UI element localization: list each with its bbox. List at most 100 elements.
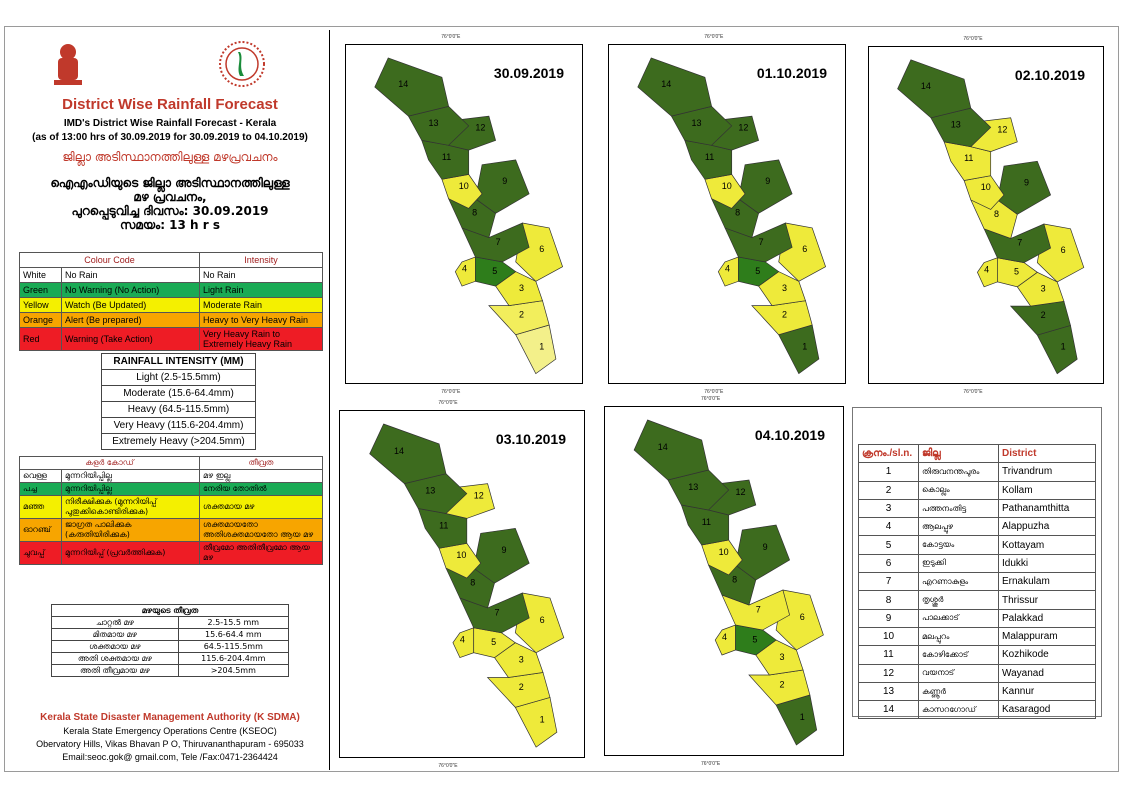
district-label: 11 [702,517,711,527]
map-coord-top: 76°0'0"E [701,396,721,402]
district-number: 5 [858,535,919,555]
mal-legend-cell-colour: ഓറഞ്ച് [19,518,62,542]
district-label: 7 [496,237,501,247]
district-english: Wayanad [998,663,1096,683]
district-label: 5 [491,637,496,647]
district-header-english: District [998,443,1096,464]
district-region-2 [748,669,811,706]
district-english: Thrissur [998,590,1096,610]
legend-row: White No Rain No Rain [19,267,323,283]
malayalam-line-4: സമയം: 13 h r s [119,218,221,232]
district-label: 9 [502,176,507,186]
mal-intensity-value: 115.6-204.4mm [177,652,290,665]
map-date: 04.10.2019 [754,427,825,443]
forecast-map: 30.09.2019 76°0'0"E 76°0'0"E 1 2 3 4 5 6 7 8 9 10 11 1… [345,34,583,395]
district-row: 10 മലപ്പുറം Malappuram [858,626,1096,647]
legend-cell-intensity: Moderate Rain [199,297,323,313]
district-header-number: ക്രനം./sl.n. [858,443,919,464]
mal-legend-cell-action: മുന്നറിയിപ്പില്ല [61,469,200,483]
district-english: Ernakulam [998,572,1096,592]
district-label: 7 [1017,238,1022,248]
mal-legend-header-colour: കളർ കോഡ് [19,456,200,470]
district-label: 13 [425,486,435,496]
district-number: 11 [858,645,919,665]
district-english: Idukki [998,553,1096,574]
district-label: 2 [780,680,785,690]
map-coord-bottom: 76°0'0"E [441,389,461,395]
map-coord-bottom: 76°0'0"E [701,761,721,767]
legend-cell-colour: Yellow [19,297,62,313]
district-malayalam: കണ്ണൂർ [918,681,999,702]
district-label: 3 [780,652,785,662]
map-coord-bottom: 76°0'0"E [438,763,458,769]
mal-legend-cell-colour: ചുവപ്പ് [19,541,62,565]
district-region-4 [452,627,475,659]
map-coord-bottom: 76°0'0"E [963,389,983,395]
mal-intensity-label: ശക്തമായ മഴ [51,640,179,653]
district-english: Kasaragod [998,700,1096,720]
legend-cell-colour: Green [19,282,62,298]
district-number: 7 [858,572,919,592]
district-malayalam: കാസറഗോഡ് [918,700,999,720]
district-label: 11 [964,153,973,163]
district-english: Pathanamthitta [998,498,1096,519]
legend-cell-intensity: Heavy to Very Heavy Rain [199,312,323,328]
district-row: 3 പത്തനംതിട്ട Pathanamthitta [858,498,1096,519]
footer-line-3: Email:seoc.gok@ gmail.com, Tele /Fax:047… [62,752,278,762]
district-label: 2 [519,310,524,320]
district-region-14 [633,419,709,481]
district-region-2 [751,300,813,336]
district-region-14 [369,423,447,484]
district-region-4 [714,624,736,656]
district-table: ക്രനം./sl.n. ജില്ല District 1 തിരുവനന്തപു… [858,443,1096,720]
district-label: 5 [492,266,497,276]
mal-legend-cell-intensity: മഴ ഇല്ല [199,469,323,483]
district-malayalam: വയനാട് [918,663,999,683]
mal-legend-cell-action: ജാഗ്രത പാലിക്കുക (കരുതിയിരിക്കുക) [61,518,200,542]
district-label: 7 [756,605,761,615]
district-label: 1 [540,714,545,724]
district-number: 2 [858,480,919,500]
district-label: 2 [782,310,787,320]
mal-legend-cell-action: മുന്നറിയിപ്പ് (പ്രവർത്തിക്കുക) [61,541,200,565]
district-label: 14 [394,446,404,456]
district-region-6 [515,222,564,282]
district-malayalam: പത്തനംതിട്ട [918,498,999,519]
district-number: 3 [858,498,919,519]
mal-legend-cell-action: മുന്നറിയിപ്പില്ല [61,482,200,496]
mal-legend-row: പച്ച മുന്നറിയിപ്പില്ല നേരിയ തോതിൽ [19,482,323,496]
map-coord-top: 76°0'0"E [963,36,983,42]
footer-org: Kerala State Disaster Management Authori… [40,712,300,723]
district-label: 1 [800,712,805,722]
district-label: 4 [722,632,727,642]
mal-intensity-label: മിതമായ മഴ [51,628,179,641]
district-label: 3 [519,655,524,665]
legend-cell-intensity: No Rain [199,267,323,283]
left-panel [10,30,330,770]
district-row: 11 കോഴിക്കോട് Kozhikode [858,645,1096,665]
legend-row: Green No Warning (No Action) Light Rain [19,282,323,298]
district-number: 13 [858,681,919,702]
map-coord-bottom: 76°0'0"E [704,389,724,395]
district-english: Kannur [998,681,1096,702]
district-number: 14 [858,700,919,720]
district-malayalam: തിരുവനന്തപുരം [918,462,999,482]
district-row: 7 എറണാകുളം Ernakulam [858,572,1096,592]
page-title: District Wise Rainfall Forecast [62,96,278,113]
forecast-map: 04.10.2019 76°0'0"E 76°0'0"E 1 2 3 4 5 6 7 8 9 10 11 1… [604,396,844,767]
page-frame [4,26,1119,772]
district-label: 10 [981,182,991,192]
mal-legend-header-intensity: തീവ്രത [199,456,323,470]
district-region-6 [778,222,827,282]
district-region-2 [488,300,550,336]
district-row: 8 തൃശ്ശൂർ Thrissur [858,590,1096,610]
district-english: Trivandrum [998,462,1096,482]
district-row: 14 കാസറഗോഡ് Kasaragod [858,700,1096,720]
district-english: Malappuram [998,626,1096,647]
district-label: 2 [1041,310,1046,320]
district-label: 12 [474,491,484,501]
district-malayalam: എറണാകുളം [918,572,999,592]
